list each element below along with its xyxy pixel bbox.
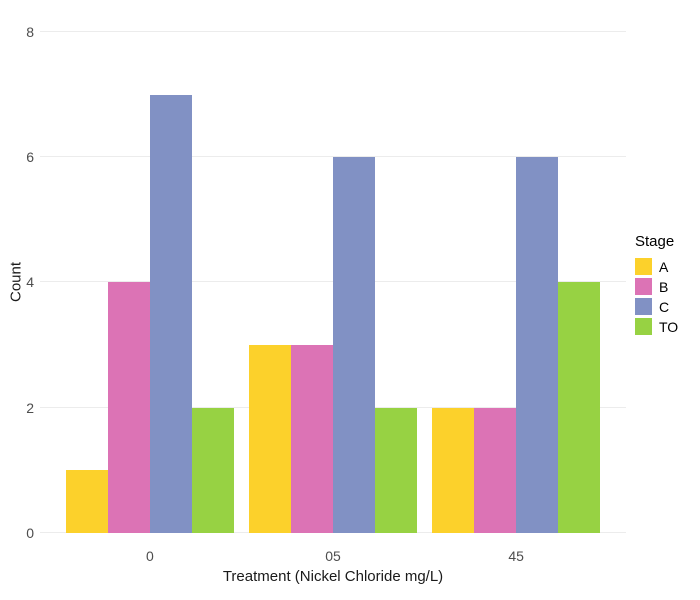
gridline-y-8 xyxy=(40,30,626,32)
y-tick-label-4: 4 xyxy=(26,274,34,291)
bar-TO-0 xyxy=(191,407,234,533)
legend-item-TO: TO xyxy=(635,318,678,335)
bar-C-45 xyxy=(516,157,559,533)
legend-label-C: C xyxy=(659,298,670,315)
legend-swatch-B xyxy=(635,278,652,295)
legend-swatch-C xyxy=(635,298,652,315)
legend-swatch-TO xyxy=(635,318,652,335)
bar-A-05 xyxy=(249,345,291,533)
y-tick-label-6: 6 xyxy=(26,149,34,166)
legend-label-B: B xyxy=(659,278,669,295)
y-tick-label-0: 0 xyxy=(26,525,34,541)
bar-B-45 xyxy=(474,407,517,533)
y-tick-label-8: 8 xyxy=(26,23,34,40)
legend-title: Stage xyxy=(635,233,675,250)
y-tick-label-2: 2 xyxy=(26,399,34,416)
legend-label-A: A xyxy=(659,258,669,275)
bar-group-45 xyxy=(432,157,601,533)
bar-B-05 xyxy=(291,345,333,533)
bar-TO-05 xyxy=(375,407,417,533)
legend-item-B: B xyxy=(635,278,678,295)
x-tick-label-0: 0 xyxy=(145,548,154,564)
gridline-y-6 xyxy=(40,156,626,158)
legend: Stage A B C TO xyxy=(635,233,678,338)
x-tick-label-45: 45 xyxy=(508,548,524,564)
legend-swatch-A xyxy=(635,258,652,275)
legend-items: A B C TO xyxy=(635,258,678,335)
bar-TO-45 xyxy=(558,282,601,533)
bar-C-0 xyxy=(149,94,192,533)
x-tick-label-05: 05 xyxy=(325,548,341,564)
bar-group-05 xyxy=(249,157,417,533)
legend-item-C: C xyxy=(635,298,678,315)
bar-A-0 xyxy=(65,470,108,533)
legend-label-TO: TO xyxy=(659,318,679,335)
bar-group-0 xyxy=(65,94,234,533)
bar-C-05 xyxy=(333,157,375,533)
bar-B-0 xyxy=(107,282,150,533)
bar-A-45 xyxy=(432,407,475,533)
plot-area xyxy=(40,10,626,533)
x-axis-title: Treatment (Nickel Chloride mg/L) xyxy=(222,568,444,585)
legend-item-A: A xyxy=(635,258,678,275)
